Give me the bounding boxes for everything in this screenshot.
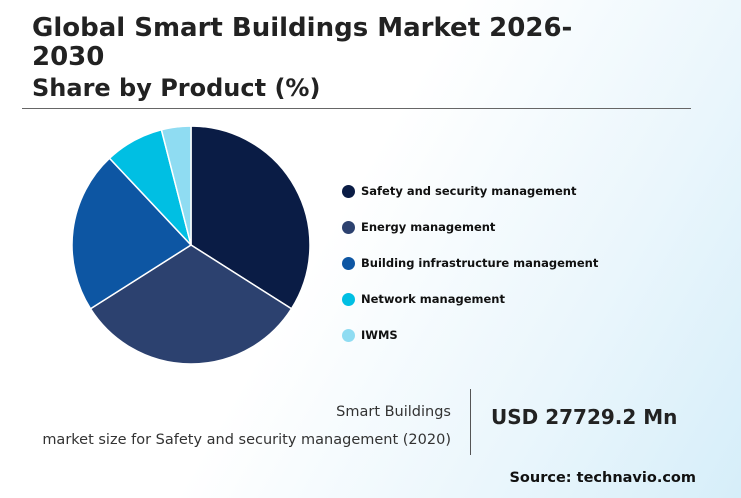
market-size-value: USD 27729.2 Mn <box>491 405 678 429</box>
legend-swatch <box>342 328 355 342</box>
legend-swatch <box>342 256 355 270</box>
legend-item: Energy management <box>342 209 598 245</box>
legend: Safety and security management Energy ma… <box>342 173 598 353</box>
legend-label: Network management <box>361 292 505 306</box>
chart-title: Global Smart Buildings Market 2026-2030 <box>32 13 573 72</box>
market-size-label: Smart Buildings market size for Safety a… <box>42 398 451 454</box>
market-size-label-line1: Smart Buildings <box>336 404 451 420</box>
source-credit: Source: technavio.com <box>509 470 696 486</box>
legend-swatch <box>342 292 355 306</box>
legend-item: Safety and security management <box>342 173 598 209</box>
legend-item: Network management <box>342 281 598 317</box>
chart-subtitle: Share by Product (%) <box>32 74 321 102</box>
legend-label: Energy management <box>361 220 496 234</box>
pie-slice-building-infrastructure-management <box>71 157 193 310</box>
legend-label: Safety and security management <box>361 184 577 198</box>
pie-slice-energy-management <box>89 244 293 365</box>
legend-label: IWMS <box>361 328 398 342</box>
legend-item: Building infrastructure management <box>342 245 598 281</box>
market-size-label-line2: market size for Safety and security mana… <box>42 432 451 448</box>
title-divider <box>22 108 691 109</box>
stat-divider <box>470 389 471 455</box>
legend-swatch <box>342 184 355 198</box>
legend-item: IWMS <box>342 317 598 353</box>
legend-swatch <box>342 220 355 234</box>
pie-slice-iwms <box>160 125 192 246</box>
legend-label: Building infrastructure management <box>361 256 599 270</box>
